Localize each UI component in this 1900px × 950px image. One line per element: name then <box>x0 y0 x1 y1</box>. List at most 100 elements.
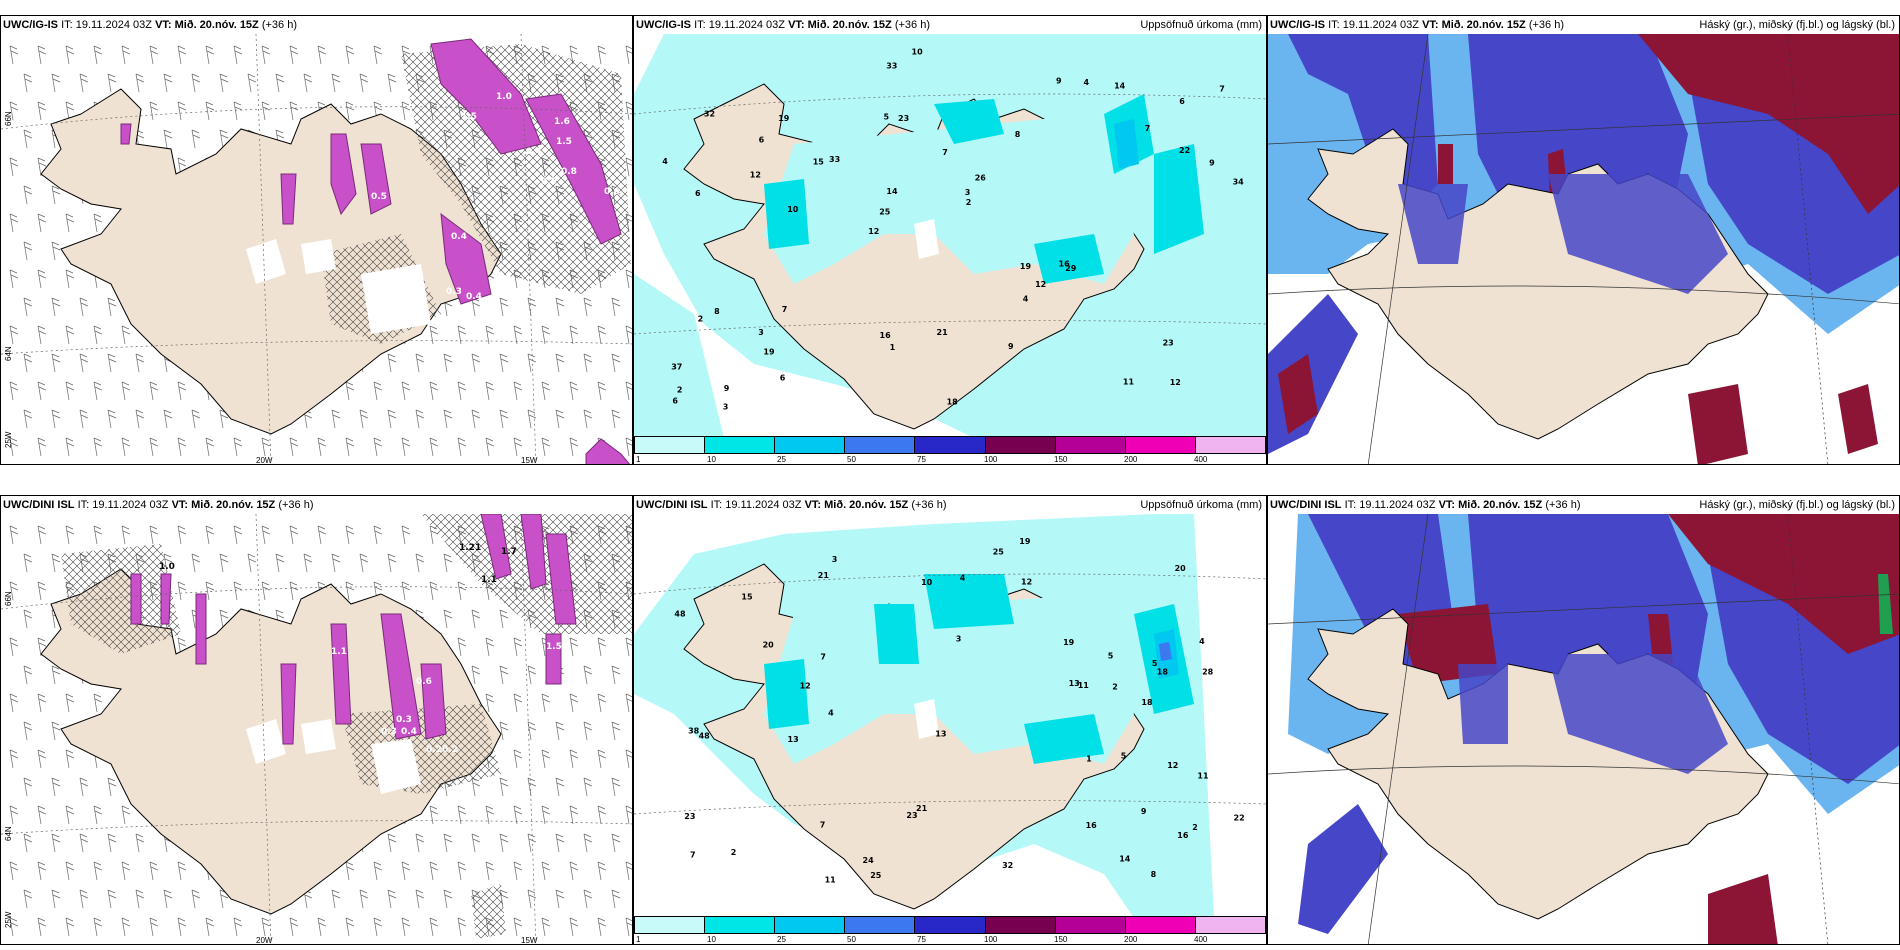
precip-map: 1266128957833371923262932333419222516141… <box>634 34 1266 438</box>
wind-barb <box>569 749 579 769</box>
snow-value-labels: 1.5 1.0 0.4 0.6 0.5 1.5 0.8 0.5 0.4 0.3 … <box>371 92 620 302</box>
snow-value: 1.1 <box>481 575 497 585</box>
wind-barb <box>177 101 187 121</box>
lat-label-66n: 66N <box>4 111 13 126</box>
wind-barb <box>569 325 579 345</box>
wind-barb <box>457 581 467 601</box>
wind-barb <box>107 833 117 853</box>
wind-barb <box>93 525 103 545</box>
wind-barb <box>597 693 607 713</box>
wind-barb <box>149 45 159 65</box>
precip-value: 14 <box>1114 81 1126 90</box>
lon-label-25w: 25W <box>4 911 13 928</box>
wind-barb <box>65 525 75 545</box>
precip-value: 19 <box>778 114 790 123</box>
legend-swatch <box>1195 437 1265 453</box>
wind-barb <box>569 861 579 881</box>
wind-barb <box>79 833 89 853</box>
wind-barb <box>37 637 47 657</box>
precip-value: 19 <box>1020 262 1032 271</box>
wind-barb <box>205 45 215 65</box>
wind-barb <box>303 553 313 573</box>
precip-value: 7 <box>820 652 826 661</box>
lon-label-15w: 15W <box>521 456 538 465</box>
precip-value: 2 <box>698 315 704 324</box>
wind-barb <box>359 553 369 573</box>
wind-barb <box>23 721 33 741</box>
legend-tick: 150 <box>1054 935 1068 944</box>
legend-swatch <box>985 437 1056 453</box>
wind-barb <box>499 721 509 741</box>
wind-barb <box>597 381 607 401</box>
wind-barb <box>513 917 523 937</box>
wind-barb <box>37 805 47 825</box>
legend-tick: 200 <box>1124 935 1138 944</box>
precip-legend: 1 10 25 50 75 100 150 200 400 <box>634 916 1266 944</box>
precip-value: 7 <box>942 148 948 157</box>
wind-barb <box>401 581 411 601</box>
wind-barb <box>499 833 509 853</box>
wind-barb <box>135 833 145 853</box>
wind-barb <box>359 73 369 93</box>
wind-barb <box>51 833 61 853</box>
wind-barb <box>205 101 215 121</box>
wind-barb <box>191 889 201 909</box>
wind-barb <box>79 73 89 93</box>
precip-value: 11 <box>825 876 837 885</box>
wind-barb <box>345 437 355 457</box>
precip-value: 4 <box>1084 78 1090 87</box>
snow-value: 0.3 <box>446 287 462 297</box>
wind-barb <box>247 73 257 93</box>
precip-value: 3 <box>956 635 962 644</box>
wind-barb <box>457 437 467 457</box>
wind-barb <box>569 693 579 713</box>
panel-precip-top: UWC/IG-IS IT: 19.11.2024 03Z VT: Mið. 20… <box>633 15 1267 465</box>
wind-barb <box>429 917 439 937</box>
lat-label-66n: 66N <box>4 591 13 606</box>
wind-barb <box>513 805 523 825</box>
wind-barb <box>107 777 117 797</box>
legend-tick: 10 <box>707 455 716 464</box>
wind-barb <box>485 637 495 657</box>
legend-swatch <box>1055 917 1126 933</box>
wind-barb <box>65 693 75 713</box>
wind-barb <box>23 297 33 317</box>
snow-value-labels: 1.0 1.1 0.3 0.6 0.4 0.3 0.20.2 1.1 1.5 1… <box>159 543 562 755</box>
precip-value: 6 <box>1179 97 1185 106</box>
precip-value: 9 <box>1141 807 1147 816</box>
wind-barb <box>471 833 481 853</box>
precip-value: 33 <box>829 155 840 164</box>
snow-value: 0.5 <box>541 177 557 187</box>
wind-barb <box>51 553 61 573</box>
wind-barb <box>65 45 75 65</box>
wind-barb <box>499 609 509 629</box>
wind-barb <box>583 833 593 853</box>
legend-tick: 10 <box>707 935 716 944</box>
snow-value: 0.5 <box>371 192 387 202</box>
wind-barb <box>401 525 411 545</box>
wind-barb <box>429 581 439 601</box>
wind-barb <box>597 917 607 937</box>
legend-swatch <box>775 437 846 453</box>
legend-swatch <box>915 917 986 933</box>
wind-barb <box>79 297 89 317</box>
precip-value: 22 <box>1179 146 1190 155</box>
panel-title: UWC/DINI ISL IT: 19.11.2024 03Z VT: Mið.… <box>1270 499 1581 511</box>
wind-barb <box>555 297 565 317</box>
wind-barb <box>247 553 257 573</box>
wind-barb <box>555 777 565 797</box>
panel-precip-bottom: UWC/DINI ISL IT: 19.11.2024 03Z VT: Mið.… <box>633 495 1267 945</box>
wind-barb <box>611 297 621 317</box>
snow-value: 1.0 <box>159 562 175 572</box>
precip-value: 32 <box>1002 861 1013 870</box>
wind-barb <box>205 437 215 457</box>
wind-barb <box>359 889 369 909</box>
precip-value: 4 <box>960 573 966 582</box>
wind-barb <box>583 889 593 909</box>
wind-barb <box>625 437 632 457</box>
wind-barb <box>149 861 159 881</box>
wind-barb <box>513 325 523 345</box>
wind-barb <box>401 437 411 457</box>
precip-value: 28 <box>1202 667 1214 676</box>
wind-barb <box>121 45 131 65</box>
